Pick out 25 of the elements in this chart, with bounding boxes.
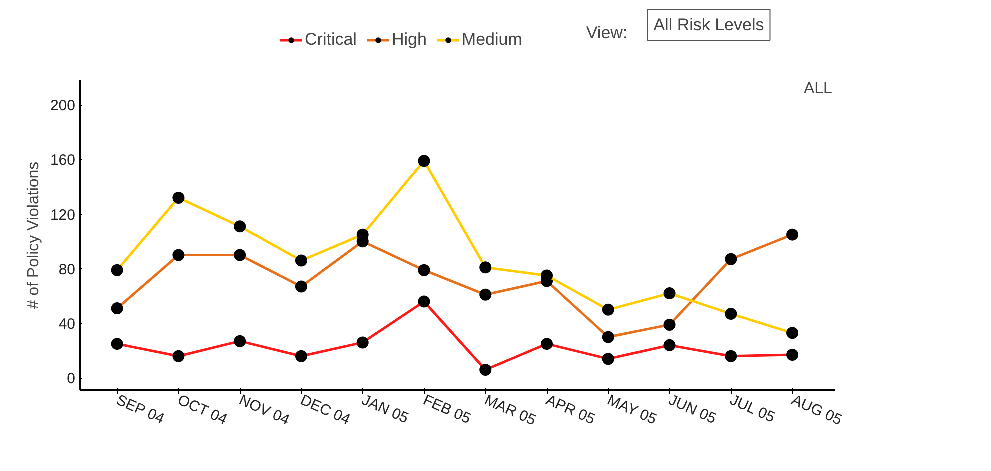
y-tick-label: 0: [67, 370, 76, 388]
x-tick-label: AUG 05: [789, 392, 845, 430]
x-tick-label: MAR 05: [482, 392, 539, 430]
x-tick-label: JUN 05: [666, 392, 719, 428]
x-tick-label: NOV 04: [236, 392, 292, 430]
x-tick-label: MAY 05: [604, 392, 660, 428]
y-tick-label: 200: [50, 98, 76, 115]
legend-label: High: [392, 30, 427, 50]
text: View:: [586, 24, 628, 42]
x-tick-label: SEP 04: [114, 392, 168, 428]
x-tick-label: JUL 05: [728, 392, 778, 426]
x-tick-label: OCT 04: [175, 392, 230, 429]
x-tick-label: DEC 04: [298, 392, 353, 429]
y-tick-label: 40: [58, 316, 76, 334]
y-tick-label: 120: [50, 206, 76, 224]
legend-label: Critical: [305, 30, 357, 50]
y-tick-label: 80: [58, 261, 76, 278]
annotation: ALL: [804, 80, 833, 98]
y-tick-label: 160: [50, 152, 76, 170]
text: All Risk Levels: [654, 16, 764, 34]
x-tick-label: FEB 05: [420, 392, 474, 428]
x-tick-label: JAN 05: [359, 392, 412, 428]
x-tick-label: APR 05: [544, 392, 598, 428]
y-axis-title: # of Policy Violations: [25, 162, 42, 310]
legend-label: Medium: [462, 30, 522, 50]
